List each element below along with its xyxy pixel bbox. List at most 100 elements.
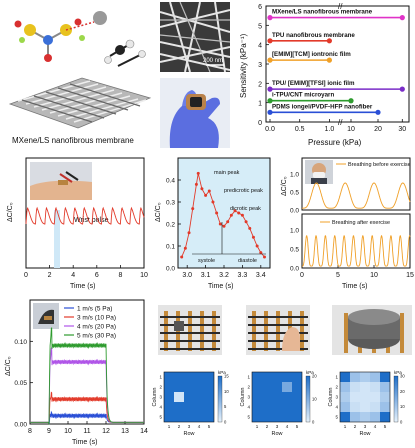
sensitivity-max-point (326, 38, 332, 44)
wrist-pulse-xtick-label: 8 (118, 272, 122, 279)
heatmap-colorbar-tick: 10 (400, 404, 405, 409)
heatmap-cell (194, 412, 204, 422)
sensitivity-ytick-label: 2 (258, 81, 262, 88)
heatmap-ytick-label: 4 (335, 405, 338, 410)
molecule-icon (14, 11, 146, 67)
heatmap-cell (340, 402, 350, 412)
waveform-point (251, 235, 255, 239)
waveform-point (218, 222, 222, 226)
heatmap-colorbar (305, 375, 311, 423)
heatmap-ytick-label: 3 (335, 395, 338, 400)
predicrotic-peak-label: predicrotic peak (224, 188, 263, 194)
wrist-pulse-chart: Wrist pulse ΔC/C₀ Time (s) 0 2 4 6 8 10 (7, 157, 148, 290)
wind-series-line (30, 391, 144, 425)
waveform-ytick-label: 0.0 (166, 266, 175, 273)
wrist-pulse-xtick-label: 2 (48, 272, 52, 279)
heatmap-xtick-label: 4 (198, 424, 201, 429)
heatmap-xtick-label: 3 (188, 424, 191, 429)
array-photo-2 (246, 305, 310, 355)
waveform-ytick-label: 0.4 (166, 178, 175, 185)
sensitivity-ytick-label: 3 (258, 62, 262, 69)
heatmap-ytick-label: 5 (159, 415, 162, 420)
heatmap-unit-label: kPa (218, 370, 226, 375)
main-peak-label: main peak (214, 170, 240, 176)
heatmap-colorbar-tick: 20 (400, 389, 405, 394)
array-photo-1 (158, 305, 222, 355)
sem-image: 200 nm (160, 2, 230, 72)
breathing-chart: Breathing before exercise Breathing afte… (281, 157, 414, 290)
sensitivity-min-point (267, 98, 273, 104)
heatmap-cell (350, 372, 360, 382)
sensitivity-min-point (267, 38, 273, 44)
heatmap-colorbar-tick: 30 (400, 374, 405, 379)
waveform-point (194, 182, 198, 186)
sensitivity-min-point (267, 15, 273, 21)
sensitivity-xtick-label: 0.0 (265, 126, 275, 133)
heatmap-cell (194, 402, 204, 412)
heatmap-ytick-label: 2 (159, 385, 162, 390)
sensitivity-xlabel: Pressure (kPa) (308, 138, 362, 147)
waveform-point (180, 255, 184, 259)
sensitivity-min-point (267, 86, 273, 92)
heatmap-cell (174, 402, 184, 412)
sensitivity-ylabel: Sensitivity (kPa⁻¹) (239, 33, 248, 98)
heatmap-cell (174, 412, 184, 422)
heatmap-cell (204, 402, 214, 412)
wind-xtick-label: 13 (121, 428, 129, 435)
heatmap-xtick-label: 4 (374, 424, 377, 429)
heatmap-cell (204, 382, 214, 392)
heatmap-cell (350, 382, 360, 392)
wind-ytick-label: 0.05 (14, 380, 27, 387)
waveform-point (207, 189, 211, 193)
heatmap-xlabel: Row (359, 431, 370, 437)
membrane-caption: MXene/LS nanofibrous membrane (12, 136, 134, 145)
waveform-xtick-label: 3.2 (219, 272, 229, 279)
wind-xtick-label: 14 (140, 428, 148, 435)
waveform-point (204, 193, 208, 197)
wind-legend-label: 1 m/s (5 Pa) (77, 306, 112, 313)
waveform-point (233, 209, 237, 213)
waveform-ytick-label: 0.2 (166, 222, 175, 229)
heatmap-cell (262, 392, 272, 402)
heatmap-cell (174, 392, 184, 402)
heatmap-cell (184, 402, 194, 412)
sensitivity-series-label: MXene/LS nanofibrous membrane (272, 9, 373, 16)
breathing-before-series (302, 182, 411, 209)
heatmap-cell (184, 412, 194, 422)
wrist-photo (30, 162, 92, 200)
pulse-waveform-chart: ΔC/C₀ Time (s) 3.0 3.1 3.2 3.3 3.4 0.0 0.1 0.2 0… (155, 157, 271, 290)
heatmap-ytick-label: 4 (159, 405, 162, 410)
heatmap-cell (380, 382, 390, 392)
heatmap-cell (282, 382, 292, 392)
breathing-after-legend: Breathing after exercise (332, 220, 390, 226)
heatmap-ytick-label: 3 (247, 395, 250, 400)
heatmap-ylabel: Column (240, 388, 246, 407)
heatmap-colorbar (217, 375, 223, 423)
heatmap-cell (184, 392, 194, 402)
wrist-pulse-label: Wrist pulse (74, 217, 109, 224)
heatmap-ytick-label: 5 (335, 415, 338, 420)
heatmap-unit-label: kPa (394, 370, 402, 375)
heatmap-frame (251, 371, 303, 423)
sensitivity-xtick-label: 30 (398, 126, 406, 133)
sensitivity-max-point (326, 57, 332, 63)
heatmap-ytick-label: 3 (159, 395, 162, 400)
breathing-ytick-label: 1.0 (290, 172, 299, 179)
breathing-ytick-label: 0.0 (290, 266, 299, 273)
sensitivity-min-point (267, 109, 273, 115)
heatmap-cell (164, 392, 174, 402)
heatmap-cell (292, 392, 302, 402)
breathing-after-series (302, 234, 411, 267)
heatmap-cell (204, 392, 214, 402)
heatmap-ylabel: Column (152, 388, 158, 407)
diastole-label: diastole (238, 258, 257, 264)
heatmap-cell (340, 382, 350, 392)
heatmap-xtick-label: 5 (384, 424, 387, 429)
wrist-pulse-ylabel: ΔC/C₀ (7, 202, 14, 222)
heatmap-xtick-label: 5 (296, 424, 299, 429)
sensitivity-max-point (399, 15, 405, 21)
heatmap-colorbar (393, 375, 399, 423)
sensitivity-max-point (375, 109, 381, 115)
heatmap-xtick-label: 2 (354, 424, 357, 429)
waveform-point (215, 211, 219, 215)
